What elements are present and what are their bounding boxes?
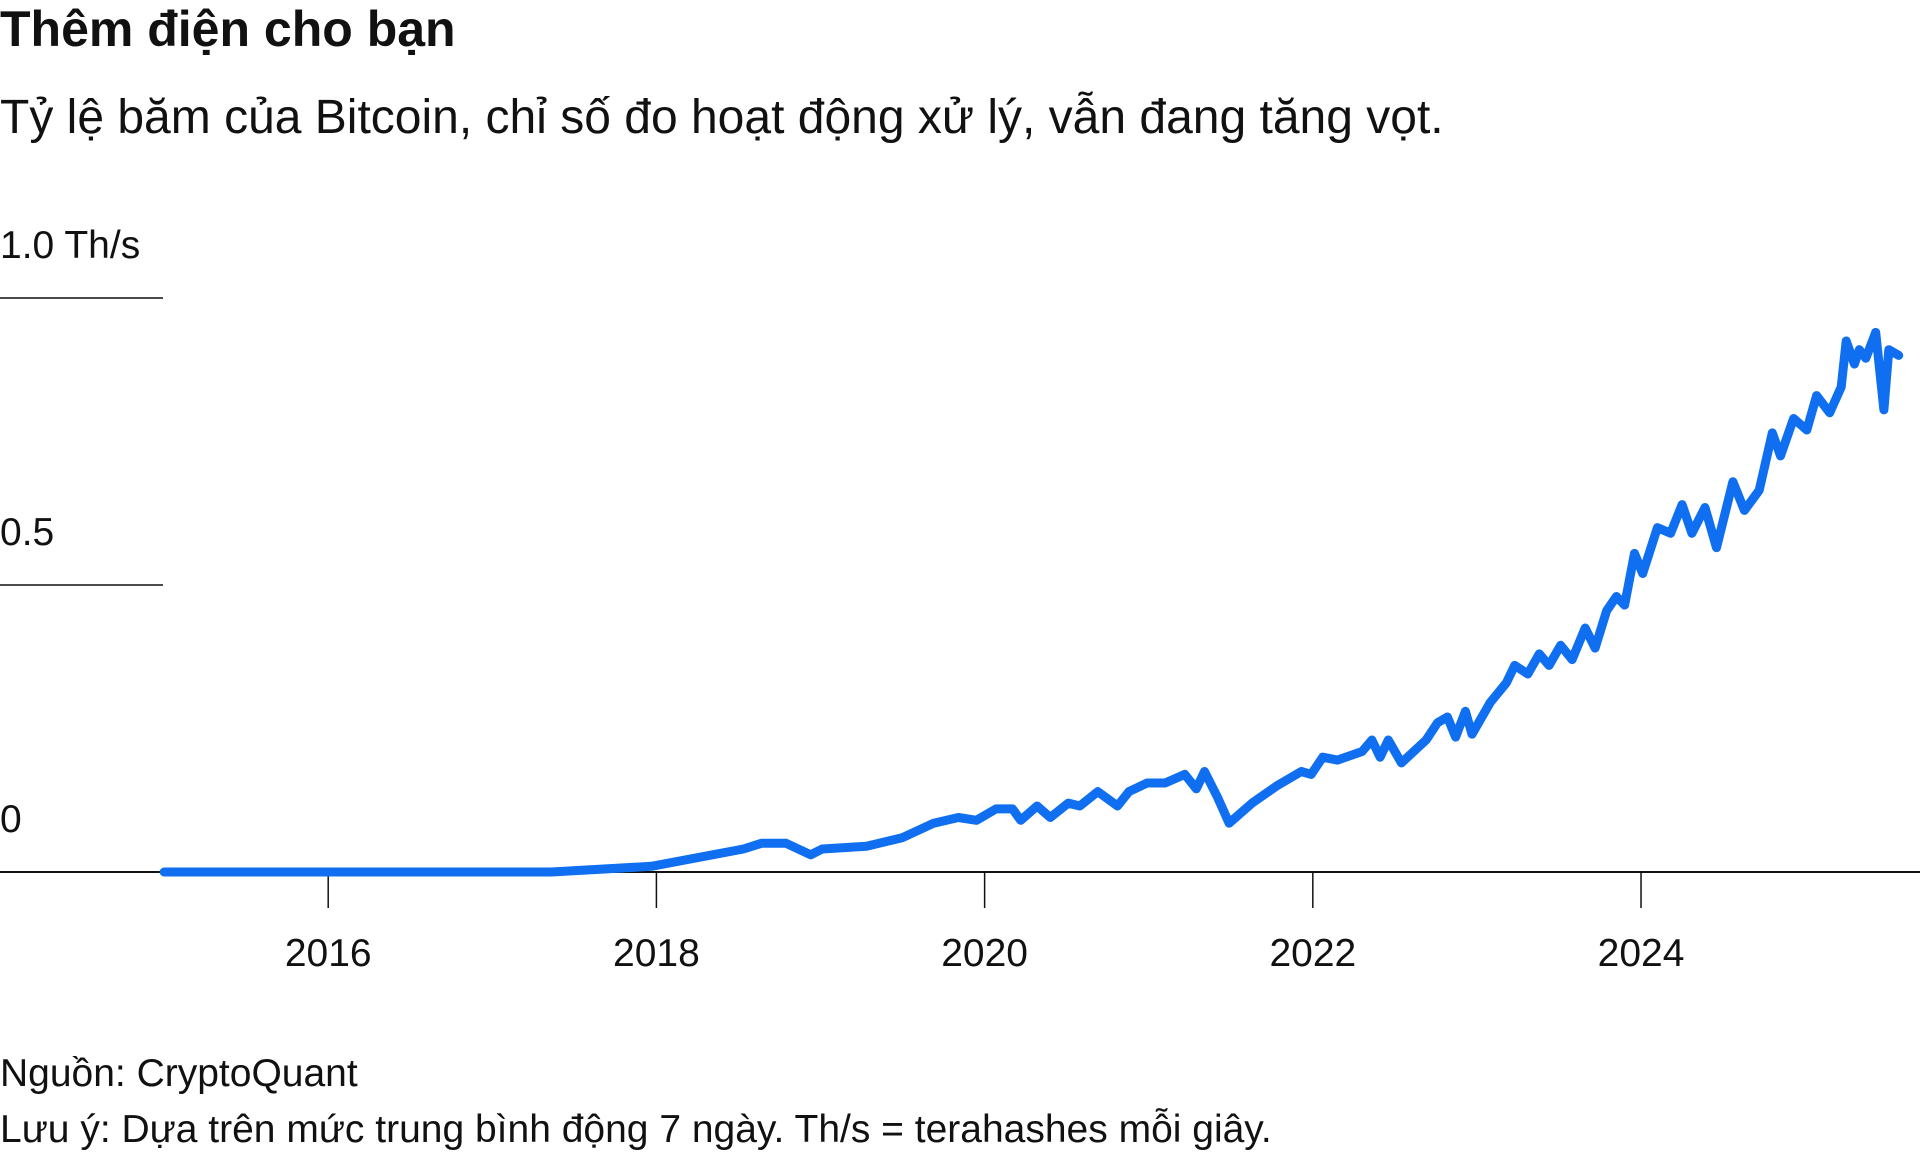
chart-subtitle: Tỷ lệ băm của Bitcoin, chỉ số đo hoạt độ…	[0, 90, 1444, 144]
x-tick-label: 2020	[941, 932, 1028, 975]
y-tick-label: 1.0 Th/s	[0, 224, 140, 267]
y-tick-label: 0	[0, 798, 22, 841]
chart-title: Thêm điện cho bạn	[0, 1, 456, 57]
y-tick-label: 0.5	[0, 511, 54, 554]
x-tick-label: 2024	[1598, 932, 1685, 975]
source: Nguồn: CryptoQuant	[0, 1052, 358, 1095]
x-tick-label: 2016	[285, 932, 372, 975]
x-tick-label: 2022	[1269, 932, 1356, 975]
data-line	[159, 327, 1904, 877]
note: Lưu ý: Dựa trên mức trung bình động 7 ng…	[0, 1108, 1272, 1151]
x-tick-label: 2018	[613, 932, 700, 975]
